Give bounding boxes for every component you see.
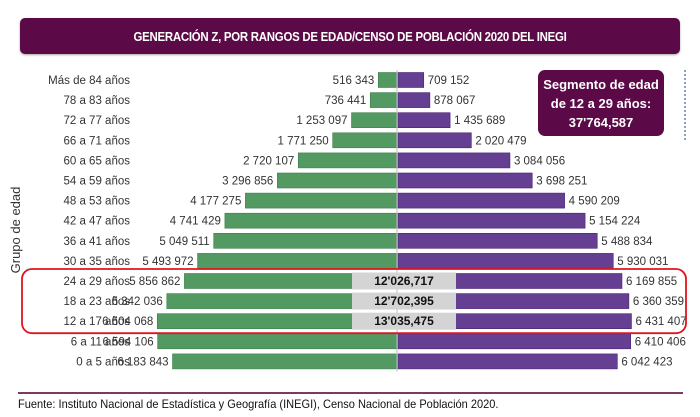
value-label-left: 4 741 429 <box>170 216 221 228</box>
value-label-left: 4 177 275 <box>190 196 241 208</box>
value-label-right: 3 084 056 <box>514 155 565 167</box>
category-label: 30 a 35 años <box>63 256 130 268</box>
segment-total-callout: Segmento de edad de 12 a 29 años: 37'764… <box>538 70 664 136</box>
source-note: Fuente: Instituto Nacional de Estadístic… <box>18 397 499 411</box>
bar-left <box>172 353 398 370</box>
chart-title-banner: GENERACIÓN Z, POR RANGOS DE EDAD/CENSO D… <box>20 18 680 54</box>
category-label: 78 a 83 años <box>63 95 130 107</box>
bar-left <box>297 152 398 169</box>
category-label: 54 a 59 años <box>63 176 130 188</box>
value-label-left: 1 253 097 <box>296 115 347 127</box>
category-label: 48 a 53 años <box>63 196 130 208</box>
value-label-right: 878 067 <box>434 95 476 107</box>
total-label: 12'026,717 <box>374 274 434 288</box>
value-label-right: 709 152 <box>428 75 470 87</box>
bar-right <box>397 92 431 108</box>
total-label: 13'035,475 <box>374 314 434 328</box>
bar-right <box>397 333 631 350</box>
value-label-right: 3 698 251 <box>536 176 587 188</box>
value-label-right: 6 169 855 <box>626 276 677 288</box>
bar-left <box>157 333 398 350</box>
value-label-right: 1 435 689 <box>454 115 505 127</box>
value-label-right: 6 410 406 <box>635 336 686 348</box>
category-label: 60 a 65 años <box>63 155 130 167</box>
value-label-right: 5 488 834 <box>601 236 653 248</box>
value-label-left: 5 493 972 <box>142 256 193 268</box>
bar-right <box>397 353 618 370</box>
category-label: 36 a 41 años <box>63 236 130 248</box>
bar-left <box>377 72 398 88</box>
value-label-left: 6 594 106 <box>102 336 153 348</box>
bar-left <box>332 132 398 149</box>
value-label-left: 3 296 856 <box>222 176 273 188</box>
callout-line-1: Segmento de edad <box>543 76 659 92</box>
bar-right <box>397 212 586 229</box>
value-label-right: 4 590 209 <box>569 196 620 208</box>
footer-divider <box>18 392 683 394</box>
value-label-left: 6 342 036 <box>112 296 163 308</box>
bar-right <box>397 172 533 189</box>
y-axis-label: Grupo de edad <box>8 187 23 274</box>
value-label-right: 6 042 423 <box>621 356 672 368</box>
category-label: 0 a 5 años <box>76 356 130 368</box>
value-label-right: 6 431 407 <box>635 316 686 328</box>
value-label-left: 6 183 843 <box>117 356 168 368</box>
bar-right <box>397 233 598 249</box>
total-box <box>352 292 456 310</box>
total-label: 12'702,395 <box>374 294 434 308</box>
value-label-left: 1 771 250 <box>278 135 329 147</box>
total-box <box>352 312 456 330</box>
category-label: 12 a 17 años <box>63 316 130 328</box>
category-label: 6 a 11 años <box>71 336 131 348</box>
bar-left <box>277 172 398 189</box>
bar-right <box>397 132 472 149</box>
value-label-left: 736 441 <box>325 95 367 107</box>
category-label: 72 a 77 años <box>63 115 130 127</box>
bar-right <box>397 112 451 128</box>
callout-line-2: de 12 a 29 años: <box>550 95 652 111</box>
category-label: 18 a 23 años <box>63 296 130 308</box>
category-label: Más de 84 años <box>48 75 130 87</box>
category-label: 42 a 47 años <box>63 216 130 228</box>
bar-left <box>224 212 398 229</box>
value-label-left: 6 604 068 <box>102 316 153 328</box>
chart-title: GENERACIÓN Z, POR RANGOS DE EDAD/CENSO D… <box>133 28 567 44</box>
bar-left <box>213 233 398 249</box>
callout-dotted-edge <box>684 70 686 140</box>
value-label-right: 2 020 479 <box>475 135 526 147</box>
category-label: 24 a 29 años <box>63 276 130 288</box>
value-label-right: 5 930 031 <box>617 256 668 268</box>
bar-left <box>369 92 398 108</box>
callout-line-3: 37'764,587 <box>568 114 634 130</box>
bar-left <box>197 253 398 269</box>
bar-right <box>397 253 614 269</box>
value-label-left: 5 049 511 <box>159 236 209 248</box>
value-label-left: 516 343 <box>333 75 375 87</box>
value-label-right: 6 360 359 <box>633 296 684 308</box>
bar-right <box>397 152 511 169</box>
bar-left <box>351 112 398 128</box>
value-label-left: 2 720 107 <box>243 155 294 167</box>
value-label-right: 5 154 224 <box>589 216 641 228</box>
bar-right <box>397 72 425 88</box>
total-box <box>352 272 456 290</box>
highlight-frame <box>21 268 687 335</box>
bar-left <box>245 192 398 209</box>
value-label-left: 5 856 862 <box>129 276 180 288</box>
category-label: 66 a 71 años <box>63 135 130 147</box>
bar-right <box>397 192 565 209</box>
